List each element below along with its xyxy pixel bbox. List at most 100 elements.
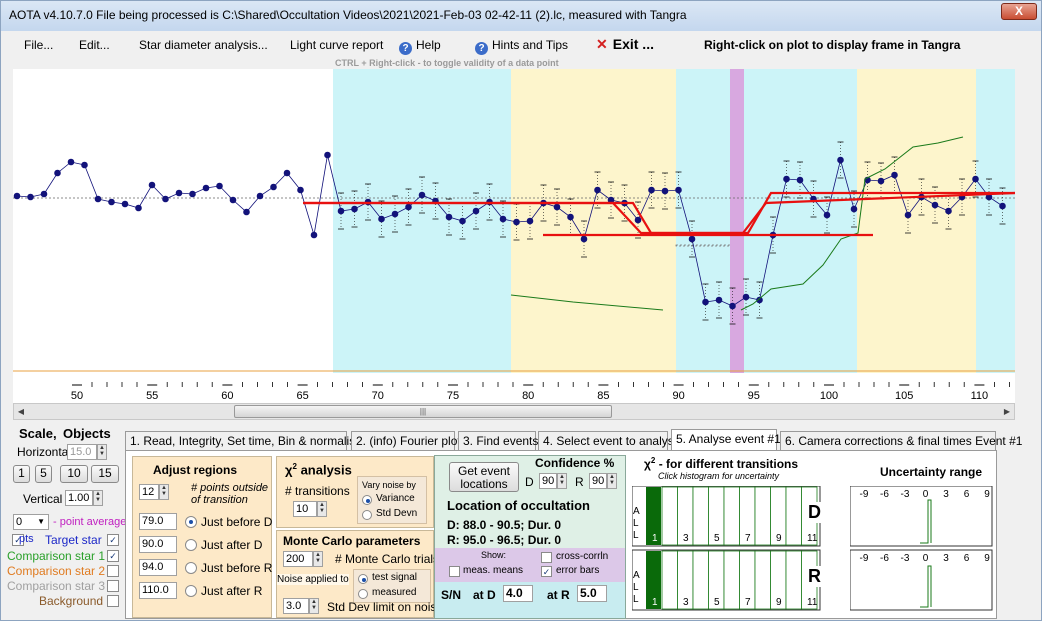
- error-bars-checkbox[interactable]: ✓: [541, 566, 552, 577]
- data-point: [162, 195, 169, 203]
- chi-transitions-symbol: χ: [644, 457, 651, 471]
- scroll-right-icon[interactable]: ▶: [1003, 407, 1011, 416]
- sn-at-r-value: 5.0: [577, 585, 607, 602]
- uncertainty-tick-label: 3: [943, 489, 949, 500]
- data-point: [40, 190, 48, 198]
- data-point: [567, 213, 574, 221]
- test-signal-label: test signal: [372, 572, 418, 583]
- just-before-d-value[interactable]: 79.0: [139, 513, 177, 530]
- chi-title-rest: analysis: [300, 462, 352, 478]
- adjust-regions-title: Adjust regions: [153, 463, 238, 477]
- horizontal-stepper[interactable]: ▲ ▼: [97, 444, 107, 460]
- confidence-r-stepper[interactable]: ▲ ▼: [607, 473, 617, 489]
- scale-1-button[interactable]: 1: [13, 465, 30, 483]
- tab-camera-corrections[interactable]: 6. Camera corrections & final times Even…: [780, 431, 1022, 451]
- vertical-stepper[interactable]: ▲ ▼: [93, 490, 103, 506]
- std-dev-limit-stepper[interactable]: ▲ ▼: [309, 598, 319, 614]
- scale-5-button[interactable]: 5: [35, 465, 52, 483]
- just-before-r-value[interactable]: 94.0: [139, 559, 177, 576]
- tab-find-events[interactable]: 3. Find events: [458, 431, 538, 451]
- bottom-region-2: [744, 69, 857, 373]
- menu-file[interactable]: File...: [24, 38, 54, 52]
- x-tick-label: 55: [146, 390, 158, 402]
- horizontal-scale-input[interactable]: 15.0: [67, 444, 97, 460]
- points-outside-input[interactable]: 12: [139, 484, 159, 500]
- comparison-star-3-checkbox[interactable]: [107, 580, 119, 592]
- histogram-bar: [692, 550, 709, 610]
- target-star-checkbox[interactable]: ✓: [107, 534, 119, 546]
- confidence-d-input[interactable]: 90: [539, 473, 557, 489]
- just-after-d-radio[interactable]: [185, 539, 197, 551]
- background-checkbox[interactable]: [107, 595, 119, 607]
- meas-means-label: meas. means: [463, 565, 524, 576]
- just-after-r-radio[interactable]: [185, 585, 197, 597]
- data-point: [54, 169, 61, 177]
- scrollbar-thumb[interactable]: |||: [234, 405, 612, 418]
- horizontal-scrollbar[interactable]: ◀ ||| ▶: [13, 403, 1015, 420]
- just-before-r-radio[interactable]: [185, 562, 197, 574]
- confidence-r-input[interactable]: 90: [589, 473, 607, 489]
- data-point: [337, 207, 345, 215]
- confidence-d-stepper[interactable]: ▲ ▼: [557, 473, 567, 489]
- menu-help[interactable]: ? Help: [399, 38, 441, 55]
- scale-10-button[interactable]: 10: [60, 465, 88, 483]
- test-signal-radio[interactable]: [358, 574, 368, 584]
- menu-exit[interactable]: ✕ Exit ...: [596, 36, 654, 53]
- measured-label: measured: [372, 587, 417, 598]
- uncertainty-svg[interactable]: -9 -9 -6 -6 -3 -3 0 0 3 3 6 6 9 9: [850, 486, 996, 616]
- just-after-d-value[interactable]: 90.0: [139, 536, 177, 553]
- cross-corr-checkbox[interactable]: [541, 552, 552, 563]
- tab-read-integrity[interactable]: 1. Read, Integrity, Set time, Bin & norm…: [125, 431, 362, 451]
- location-title: Location of occultation: [447, 498, 590, 513]
- data-point: [729, 302, 736, 310]
- point-average-select[interactable]: 0 ▼: [13, 514, 49, 530]
- points-outside-stepper[interactable]: ▲ ▼: [159, 484, 169, 500]
- comparison-star-1-checkbox[interactable]: ✓: [107, 550, 119, 562]
- light-curve-svg[interactable]: 50 55 60 65 70 75 80 85 90 95 100 105 110: [13, 69, 1040, 403]
- transitions-stepper[interactable]: ▲ ▼: [317, 501, 327, 517]
- target-star-points-checkbox[interactable]: ✓: [12, 534, 24, 546]
- histogram-bar: [754, 550, 771, 610]
- get-event-locations-button[interactable]: Get event locations: [449, 462, 519, 492]
- right-click-hint: Right-click on plot to display frame in …: [704, 38, 961, 52]
- std-dev-limit-input[interactable]: 3.0: [283, 598, 309, 614]
- histogram-bar: [723, 486, 740, 546]
- transitions-input[interactable]: 10: [293, 501, 317, 517]
- help-icon: ?: [399, 42, 412, 55]
- scroll-left-icon[interactable]: ◀: [17, 407, 25, 416]
- tab-analyse-event[interactable]: 5. Analyse event #1: [671, 429, 781, 451]
- vertical-scale-input[interactable]: 1.00: [65, 490, 93, 506]
- uncertainty-d-plot[interactable]: [850, 486, 993, 547]
- menu-edit[interactable]: Edit...: [79, 38, 110, 52]
- light-curve-plot[interactable]: 50 55 60 65 70 75 80 85 90 95 100 105 110: [13, 69, 1040, 403]
- just-before-d-radio[interactable]: [185, 516, 197, 528]
- just-after-r-value[interactable]: 110.0: [139, 582, 177, 599]
- all-letter-l1-r: L: [633, 582, 639, 593]
- scale-15-button[interactable]: 15: [91, 465, 119, 483]
- variance-radio[interactable]: [362, 495, 372, 505]
- chi-histogram-svg[interactable]: 1 3 5 7 9 111 3 5 7 9 11 A L L A L L: [632, 486, 826, 616]
- show-options-box: Show: meas. means cross-corrln ✓ error b…: [435, 548, 625, 582]
- histogram-label: 3: [683, 533, 689, 544]
- data-point: [526, 217, 534, 225]
- tab-select-event[interactable]: 4. Select event to analyse: [538, 431, 680, 451]
- close-button[interactable]: X: [1001, 3, 1037, 20]
- std-devn-radio[interactable]: [362, 510, 372, 520]
- menu-light-curve-report[interactable]: Light curve report: [290, 38, 384, 52]
- tab-fourier[interactable]: 2. (info) Fourier plot: [351, 431, 461, 451]
- measured-radio[interactable]: [358, 589, 368, 599]
- uncertainty-r-plot[interactable]: [850, 549, 993, 611]
- monte-carlo-trials-stepper[interactable]: ▲ ▼: [313, 551, 323, 567]
- meas-means-checkbox[interactable]: [449, 566, 460, 577]
- x-tick-label: 50: [71, 390, 83, 402]
- chi-transitions-title-rest: - for different transitions: [658, 457, 799, 471]
- menu-star-diameter[interactable]: Star diameter analysis...: [139, 38, 268, 52]
- menu-hints[interactable]: ? Hints and Tips: [475, 38, 568, 55]
- data-point: [13, 192, 21, 200]
- data-point: [216, 182, 223, 190]
- monte-carlo-trials-input[interactable]: 200: [283, 551, 313, 567]
- data-point: [999, 202, 1006, 210]
- comparison-star-2-checkbox[interactable]: [107, 565, 119, 577]
- vary-noise-label: Vary noise by: [362, 480, 416, 490]
- uncertainty-tick-label: 9: [984, 489, 990, 500]
